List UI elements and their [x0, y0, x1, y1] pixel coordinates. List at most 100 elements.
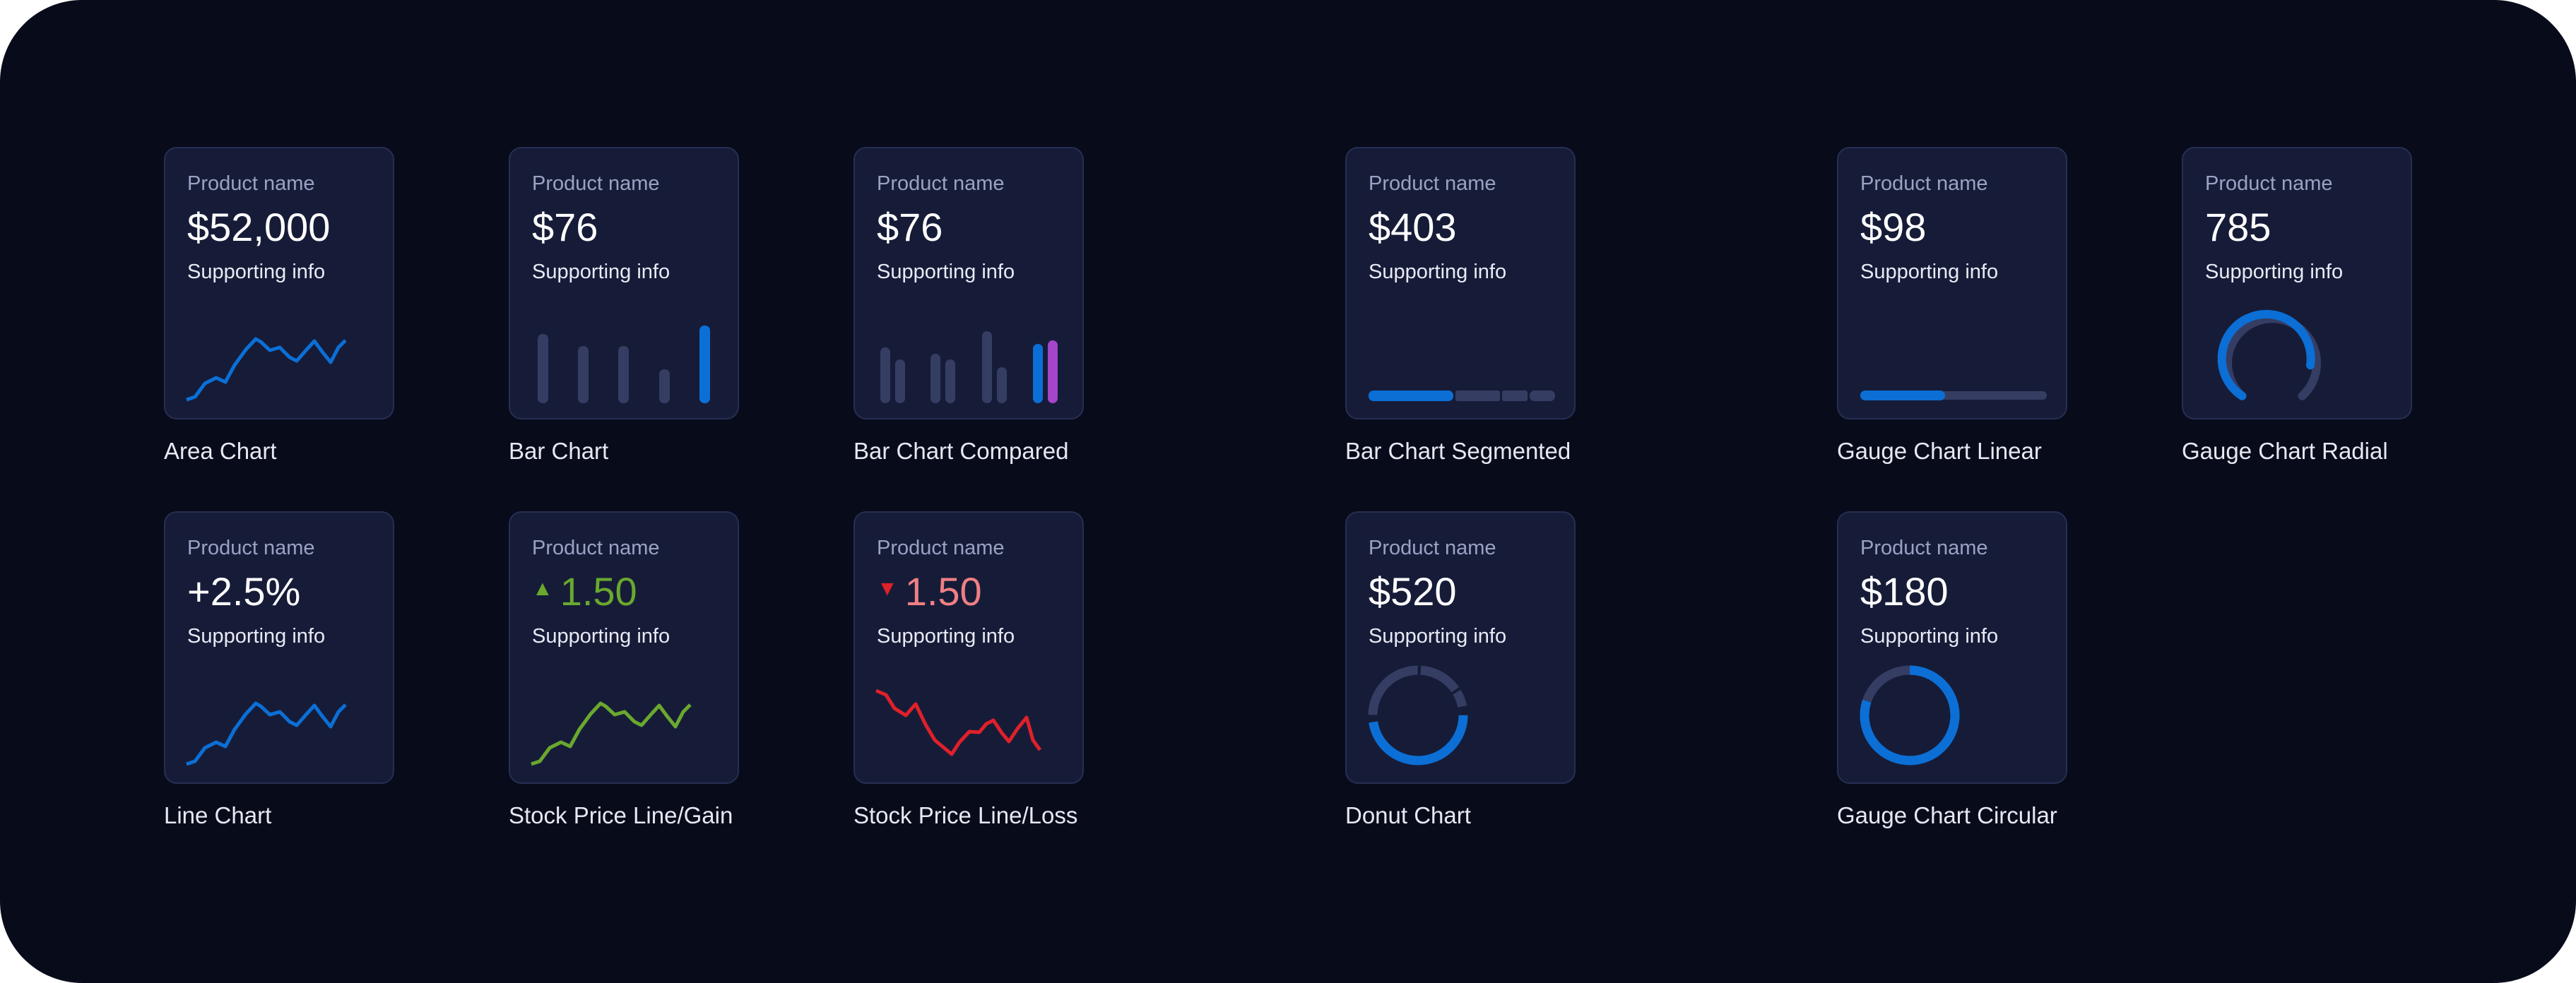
card-caption: Stock Price Line/Loss	[853, 802, 1078, 828]
bar	[578, 346, 589, 403]
bar	[930, 354, 940, 403]
supporting-info: Supporting info	[877, 261, 1015, 283]
kpi-value-gain: ▲ 1.50	[532, 572, 637, 612]
product-name: Product name	[1369, 537, 1496, 559]
bar	[659, 369, 670, 403]
bar	[945, 359, 955, 403]
bar-chart-segmented-item[interactable]: Product name $403 Supporting info Bar Ch…	[1345, 147, 1578, 464]
supporting-info: Supporting info	[532, 261, 670, 283]
circular-gauge	[1860, 665, 1960, 765]
kpi-card[interactable]: Product name $52,000 Supporting info	[164, 147, 394, 419]
donut-slice	[1368, 665, 1468, 765]
card-caption: Gauge Chart Linear	[1837, 438, 2042, 464]
triangle-up-icon: ▲	[532, 577, 553, 600]
bar	[982, 331, 992, 403]
supporting-info: Supporting info	[187, 261, 326, 283]
kpi-card[interactable]: Product name +2.5% Supporting info	[164, 511, 394, 784]
kpi-value: $520	[1369, 569, 1457, 614]
stock-gain-sparkline	[531, 701, 692, 766]
kpi-card[interactable]: Product name ▼ 1.50 Supporting info	[853, 511, 1084, 784]
kpi-value: $403	[1369, 205, 1457, 249]
gauge-chart-linear-item[interactable]: Product name $98 Supporting info Gauge C…	[1837, 147, 2070, 464]
product-name: Product name	[1369, 172, 1496, 195]
supporting-info: Supporting info	[532, 625, 670, 648]
kpi-card[interactable]: Product name 785 Supporting info	[2182, 147, 2412, 419]
line	[186, 701, 347, 766]
area-chart-sparkline	[186, 337, 347, 402]
bar	[618, 346, 629, 403]
supporting-info: Supporting info	[877, 625, 1015, 648]
donut-chart-item[interactable]: Product name $520 Supporting info Donut …	[1345, 511, 1578, 828]
card-caption: Line Chart	[164, 802, 272, 828]
bar-compare	[1048, 340, 1058, 403]
card-caption: Bar Chart Segmented	[1345, 438, 1571, 464]
bar	[538, 334, 548, 403]
segment	[1455, 391, 1500, 401]
card-caption: Bar Chart Compared	[853, 438, 1069, 464]
bar-chart-item[interactable]: Product name $76 Supporting info Bar Cha…	[509, 147, 742, 464]
area-chart-item[interactable]: Product name $52,000 Supporting info Are…	[164, 147, 397, 464]
gauge-chart-circular-item[interactable]: Product name $180 Supporting info Gauge …	[1837, 511, 2070, 828]
bar-highlight	[699, 326, 710, 403]
kpi-card[interactable]: Product name $76 Supporting info	[509, 147, 739, 419]
linear-gauge	[1860, 391, 2047, 400]
supporting-info: Supporting info	[1369, 625, 1507, 648]
kpi-card[interactable]: Product name $98 Supporting info	[1837, 147, 2067, 419]
product-name: Product name	[877, 172, 1005, 195]
supporting-info: Supporting info	[1860, 625, 1999, 648]
area-line	[186, 337, 347, 402]
card-caption: Stock Price Line/Gain	[509, 802, 733, 828]
loss-line	[875, 689, 1042, 756]
card-caption: Bar Chart	[509, 438, 609, 464]
card-caption: Donut Chart	[1345, 802, 1471, 828]
kpi-value: +2.5%	[187, 569, 301, 614]
product-name: Product name	[2205, 172, 2333, 195]
bar-current	[1033, 344, 1043, 403]
gauge-fill	[1860, 391, 1945, 400]
card-caption: Area Chart	[164, 438, 277, 464]
segment	[1530, 391, 1555, 401]
bar-chart-compared-item[interactable]: Product name $76 Supporting info Bar Cha…	[853, 147, 1087, 464]
gain-value: 1.50	[560, 569, 637, 614]
kpi-card[interactable]: Product name $403 Supporting info	[1345, 147, 1576, 419]
bar	[895, 359, 905, 403]
supporting-info: Supporting info	[1860, 261, 1999, 283]
card-caption: Gauge Chart Radial	[2182, 438, 2388, 464]
kpi-value: $52,000	[187, 205, 331, 249]
kpi-value: $180	[1860, 569, 1949, 614]
line-chart-item[interactable]: Product name +2.5% Supporting info Line …	[164, 511, 397, 828]
donut-slice-primary	[1368, 665, 1468, 765]
kpi-card[interactable]: Product name $520 Supporting info	[1345, 511, 1576, 784]
kpi-value: $76	[532, 205, 598, 249]
radial-gauge	[2217, 309, 2321, 400]
bar	[880, 347, 890, 403]
loss-value: 1.50	[904, 569, 982, 614]
product-name: Product name	[187, 172, 315, 195]
line-chart-sparkline	[186, 701, 347, 766]
kpi-value-loss: ▼ 1.50	[877, 572, 982, 612]
triangle-down-icon: ▼	[877, 577, 898, 600]
product-name: Product name	[877, 537, 1005, 559]
stock-gain-item[interactable]: Product name ▲ 1.50 Supporting info Stock…	[509, 511, 742, 828]
kpi-card[interactable]: Product name $180 Supporting info	[1837, 511, 2067, 784]
bar	[997, 367, 1007, 403]
bar-chart	[538, 326, 710, 403]
segmented-bar	[1369, 391, 1555, 401]
card-caption: Gauge Chart Circular	[1837, 802, 2057, 828]
bar-chart-compared	[880, 331, 1058, 403]
kpi-value: 785	[2205, 205, 2271, 249]
segment	[1502, 391, 1528, 401]
stock-loss-item[interactable]: Product name ▼ 1.50 Supporting info Stock…	[853, 511, 1087, 828]
gauge-chart-radial-item[interactable]: Product name 785 Supporting info Gauge C…	[2182, 147, 2415, 464]
supporting-info: Supporting info	[1369, 261, 1507, 283]
gauge-fill	[2217, 309, 2315, 400]
donut-chart	[1368, 665, 1468, 765]
product-name: Product name	[532, 172, 660, 195]
kpi-value: $76	[877, 205, 943, 249]
kpi-card[interactable]: Product name $76 Supporting info	[853, 147, 1084, 419]
product-name: Product name	[1860, 537, 1988, 559]
gauge-fill	[1860, 665, 1960, 765]
kpi-card[interactable]: Product name ▲ 1.50 Supporting info	[509, 511, 739, 784]
product-name: Product name	[532, 537, 660, 559]
